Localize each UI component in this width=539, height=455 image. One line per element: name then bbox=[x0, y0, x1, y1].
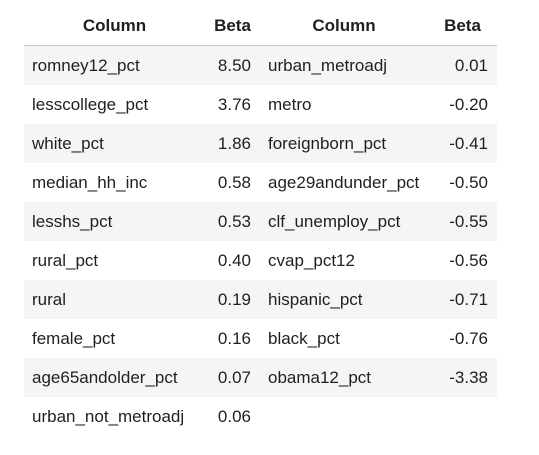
table-row: age65andolder_pct 0.07 obama12_pct -3.38 bbox=[24, 358, 497, 397]
left-beta-value: 0.06 bbox=[205, 397, 260, 436]
right-beta-value: -0.20 bbox=[428, 85, 497, 124]
right-column-name: black_pct bbox=[260, 319, 428, 358]
left-column-name: rural_pct bbox=[24, 241, 205, 280]
left-beta-value: 0.19 bbox=[205, 280, 260, 319]
left-column-name: lesshs_pct bbox=[24, 202, 205, 241]
right-column-name: clf_unemploy_pct bbox=[260, 202, 428, 241]
left-column-name: white_pct bbox=[24, 124, 205, 163]
left-column-name: lesscollege_pct bbox=[24, 85, 205, 124]
right-beta-value: -0.41 bbox=[428, 124, 497, 163]
header-row: Column Beta Column Beta bbox=[24, 6, 497, 46]
right-beta-value: -0.71 bbox=[428, 280, 497, 319]
left-beta-value: 0.07 bbox=[205, 358, 260, 397]
left-column-name: urban_not_metroadj bbox=[24, 397, 205, 436]
table-row: median_hh_inc 0.58 age29andunder_pct -0.… bbox=[24, 163, 497, 202]
table-row: lesshs_pct 0.53 clf_unemploy_pct -0.55 bbox=[24, 202, 497, 241]
right-column-name: foreignborn_pct bbox=[260, 124, 428, 163]
column-header-right: Column bbox=[260, 6, 428, 46]
right-column-name: urban_metroadj bbox=[260, 45, 428, 85]
left-beta-value: 1.86 bbox=[205, 124, 260, 163]
left-beta-value: 0.16 bbox=[205, 319, 260, 358]
table-row: lesscollege_pct 3.76 metro -0.20 bbox=[24, 85, 497, 124]
left-beta-value: 0.53 bbox=[205, 202, 260, 241]
table-row: rural_pct 0.40 cvap_pct12 -0.56 bbox=[24, 241, 497, 280]
beta-header-left: Beta bbox=[205, 6, 260, 46]
right-column-name: cvap_pct12 bbox=[260, 241, 428, 280]
left-beta-value: 3.76 bbox=[205, 85, 260, 124]
right-beta-value: -3.38 bbox=[428, 358, 497, 397]
right-beta-value: -0.50 bbox=[428, 163, 497, 202]
beta-table: Column Beta Column Beta romney12_pct 8.5… bbox=[24, 6, 497, 436]
left-column-name: rural bbox=[24, 280, 205, 319]
column-header-left: Column bbox=[24, 6, 205, 46]
right-column-name: metro bbox=[260, 85, 428, 124]
right-column-name bbox=[260, 397, 428, 436]
left-column-name: romney12_pct bbox=[24, 45, 205, 85]
right-column-name: age29andunder_pct bbox=[260, 163, 428, 202]
left-column-name: female_pct bbox=[24, 319, 205, 358]
table-row: rural 0.19 hispanic_pct -0.71 bbox=[24, 280, 497, 319]
beta-header-right: Beta bbox=[428, 6, 497, 46]
right-column-name: hispanic_pct bbox=[260, 280, 428, 319]
left-column-name: age65andolder_pct bbox=[24, 358, 205, 397]
beta-table-container: Column Beta Column Beta romney12_pct 8.5… bbox=[24, 6, 497, 436]
right-beta-value: 0.01 bbox=[428, 45, 497, 85]
right-beta-value bbox=[428, 397, 497, 436]
left-beta-value: 0.58 bbox=[205, 163, 260, 202]
right-beta-value: -0.56 bbox=[428, 241, 497, 280]
table-row: white_pct 1.86 foreignborn_pct -0.41 bbox=[24, 124, 497, 163]
table-row: urban_not_metroadj 0.06 bbox=[24, 397, 497, 436]
table-row: female_pct 0.16 black_pct -0.76 bbox=[24, 319, 497, 358]
table-row: romney12_pct 8.50 urban_metroadj 0.01 bbox=[24, 45, 497, 85]
left-beta-value: 0.40 bbox=[205, 241, 260, 280]
right-column-name: obama12_pct bbox=[260, 358, 428, 397]
right-beta-value: -0.76 bbox=[428, 319, 497, 358]
left-column-name: median_hh_inc bbox=[24, 163, 205, 202]
left-beta-value: 8.50 bbox=[205, 45, 260, 85]
right-beta-value: -0.55 bbox=[428, 202, 497, 241]
